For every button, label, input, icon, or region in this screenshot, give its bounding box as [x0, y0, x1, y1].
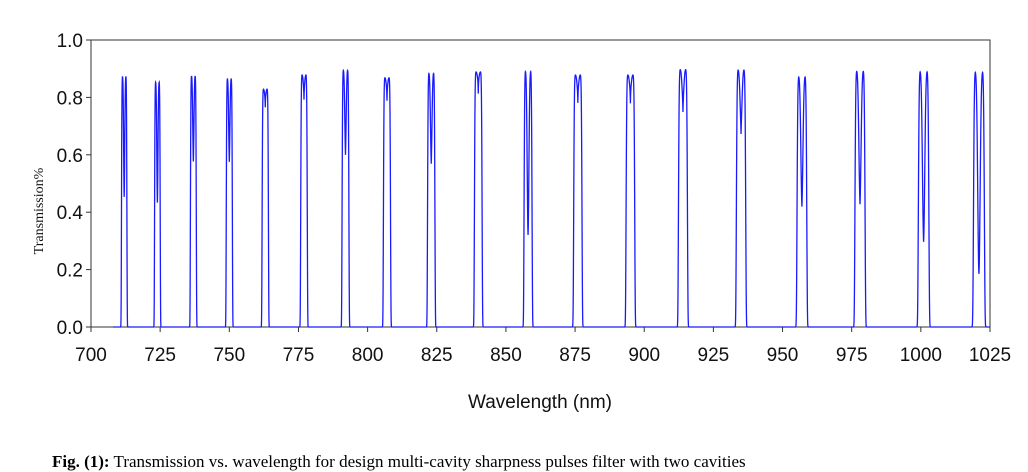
x-axis-ticks: 700 725 750 775 800 825 850 875 900 925 950 975 1000… — [75, 327, 1011, 366]
x-tick-label: 1000 — [900, 345, 942, 366]
x-tick-label: 850 — [490, 345, 522, 366]
y-axis-title: Transmission% — [32, 167, 47, 254]
figure-caption-text: Transmission vs. wavelength for design m… — [109, 452, 746, 471]
y-axis-ticks: 0.0 0.2 0.4 0.6 0.8 1.0 — [57, 31, 91, 339]
y-tick-label: 0.6 — [57, 146, 83, 167]
x-tick-label: 725 — [144, 345, 176, 366]
y-tick-label: 0.8 — [57, 88, 83, 109]
figure-caption: Fig. (1): Transmission vs. wavelength fo… — [52, 452, 746, 472]
figure-caption-label: Fig. (1): — [52, 452, 110, 471]
y-tick-label: 1.0 — [57, 31, 83, 52]
transmission-series-line — [113, 68, 990, 328]
x-tick-label: 950 — [767, 345, 799, 366]
x-tick-label: 800 — [352, 345, 384, 366]
x-tick-label: 900 — [628, 345, 660, 366]
x-tick-label: 700 — [75, 345, 107, 366]
x-axis-title: Wavelength (nm) — [468, 392, 612, 413]
x-tick-label: 825 — [421, 345, 453, 366]
y-tick-label: 0.4 — [57, 203, 84, 224]
x-tick-label: 925 — [698, 345, 730, 366]
x-tick-label: 1025 — [969, 345, 1011, 366]
x-tick-label: 875 — [559, 345, 591, 366]
plot-frame — [90, 39, 991, 328]
y-tick-label: 0.2 — [57, 261, 83, 282]
x-tick-label: 750 — [213, 345, 245, 366]
y-tick-label: 0.0 — [57, 318, 83, 339]
x-tick-label: 975 — [836, 345, 868, 366]
x-tick-label: 775 — [283, 345, 315, 366]
